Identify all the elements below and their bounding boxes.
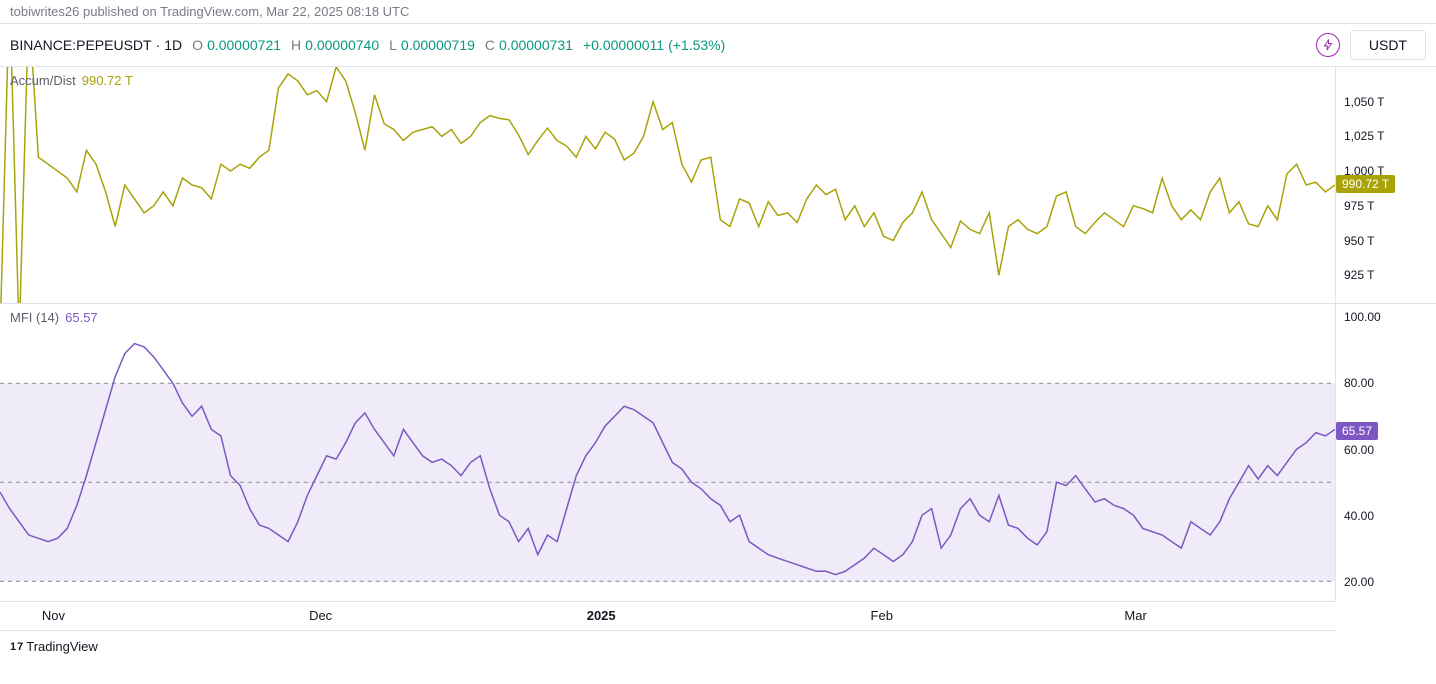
change-pct: (+1.53%) (668, 37, 725, 53)
tradingview-label: TradingView (26, 639, 98, 654)
mfi-ytick: 80.00 (1344, 376, 1374, 390)
flash-icon[interactable] (1316, 33, 1340, 57)
mfi-svg (0, 304, 1335, 601)
open-value: 0.00000721 (207, 37, 281, 53)
publish-meta: tobiwrites26 published on TradingView.co… (0, 0, 1436, 23)
accum-ytick: 950 T (1344, 234, 1374, 248)
high-label: H (291, 37, 301, 53)
high-value: 0.00000740 (305, 37, 379, 53)
mfi-price-tag: 65.57 (1336, 422, 1378, 440)
accum-ytick: 1,025 T (1344, 129, 1384, 143)
mfi-yaxis: 100.00 80.00 60.00 40.00 20.00 65.57 (1336, 304, 1436, 601)
accum-chart[interactable]: Accum/Dist 990.72 T (0, 67, 1336, 303)
low-value: 0.00000719 (401, 37, 475, 53)
accum-price-tag: 990.72 T (1336, 175, 1395, 193)
low-label: L (389, 37, 397, 53)
mfi-title: MFI (14) 65.57 (10, 310, 98, 325)
mfi-value: 65.57 (65, 310, 98, 325)
mfi-name: MFI (14) (10, 310, 59, 325)
tradingview-logo-icon: 17 (10, 641, 22, 653)
change-abs: +0.00000011 (583, 37, 664, 53)
open-label: O (192, 37, 203, 53)
symbol-ohlc: BINANCE:PEPEUSDT · 1D O0.00000721 H0.000… (10, 37, 725, 53)
mfi-ytick: 60.00 (1344, 443, 1374, 457)
accum-title: Accum/Dist 990.72 T (10, 73, 133, 88)
time-tick: Nov (42, 608, 65, 623)
quote-currency-button[interactable]: USDT (1350, 30, 1426, 60)
accum-yaxis: 1,050 T1,025 T1,000 T975 T950 T925 T990.… (1336, 67, 1436, 303)
accum-svg (0, 67, 1335, 303)
close-value: 0.00000731 (499, 37, 573, 53)
time-tick: 2025 (587, 608, 616, 623)
mfi-pane: MFI (14) 65.57 100.00 80.00 60.00 40.00 20.0… (0, 303, 1436, 601)
accum-ytick: 975 T (1344, 199, 1374, 213)
interval-label[interactable]: 1D (164, 37, 182, 53)
mfi-ytick: 40.00 (1344, 509, 1374, 523)
time-tick: Dec (309, 608, 332, 623)
accum-ytick: 925 T (1344, 268, 1374, 282)
accum-value: 990.72 T (82, 73, 133, 88)
mfi-ytick: 20.00 (1344, 575, 1374, 589)
footer-attribution: 17 TradingView (0, 631, 1436, 662)
mfi-ytick: 100.00 (1344, 310, 1381, 324)
time-tick: Feb (871, 608, 893, 623)
time-axis: Nov Dec 2025 Feb Mar (0, 601, 1336, 631)
time-tick: Mar (1124, 608, 1146, 623)
accum-name: Accum/Dist (10, 73, 76, 88)
accum-ytick: 1,050 T (1344, 95, 1384, 109)
accum-dist-pane: Accum/Dist 990.72 T 1,050 T1,025 T1,000 … (0, 67, 1436, 303)
mfi-chart[interactable]: MFI (14) 65.57 (0, 304, 1336, 601)
symbol-label[interactable]: BINANCE:PEPEUSDT (10, 37, 152, 53)
chart-header: BINANCE:PEPEUSDT · 1D O0.00000721 H0.000… (0, 23, 1436, 67)
dot-sep: · (156, 37, 161, 53)
close-label: C (485, 37, 495, 53)
